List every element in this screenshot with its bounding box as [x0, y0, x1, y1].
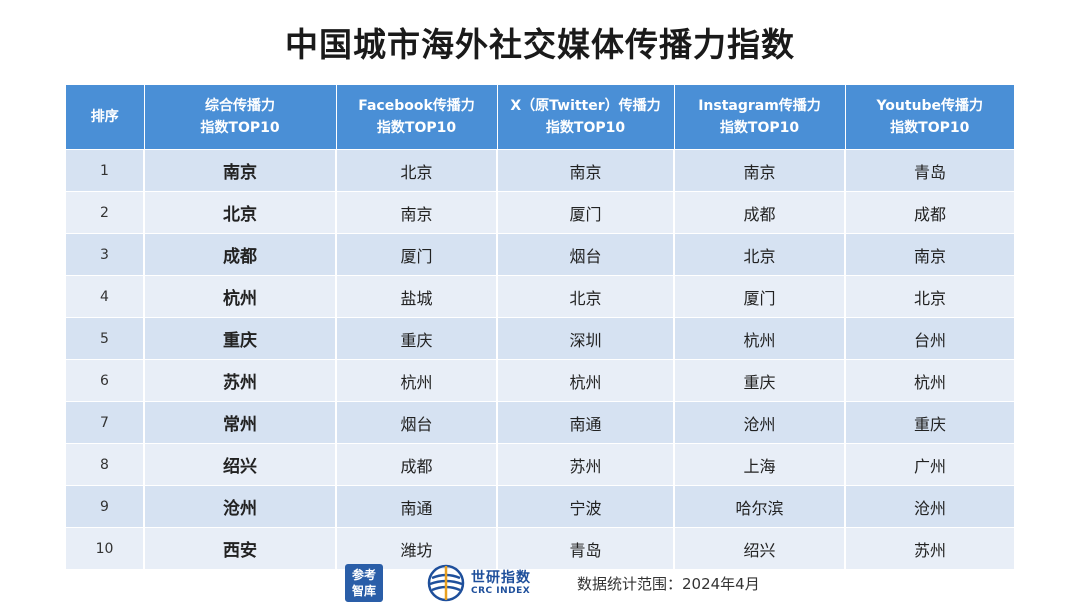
table-row: 9 沧州 南通 宁波 哈尔滨 沧州 [66, 485, 1014, 528]
instagram-cell: 哈尔滨 [673, 485, 845, 528]
overall-cell: 成都 [143, 233, 336, 276]
x-twitter-cell: 青岛 [496, 527, 674, 569]
instagram-cell: 上海 [673, 443, 845, 486]
table-row: 4 杭州 盐城 北京 厦门 北京 [66, 275, 1014, 318]
x-twitter-cell: 宁波 [496, 485, 674, 528]
footer: 参考 智库 世研指数 CRC INDEX 数据统计范围：2024年4月 [0, 560, 1080, 604]
table-row: 7 常州 烟台 南通 沧州 重庆 [66, 401, 1014, 444]
x-twitter-cell: 南京 [496, 149, 674, 192]
table-row: 3 成都 厦门 烟台 北京 南京 [66, 233, 1014, 276]
rank-cell: 6 [66, 359, 144, 402]
header-sublabel: 指数TOP10 [376, 120, 457, 136]
facebook-cell: 烟台 [335, 401, 497, 444]
header-x-twitter: X（原Twitter）传播力 指数TOP10 [496, 85, 674, 150]
header-label: 综合传播力 [205, 98, 275, 114]
rank-cell: 1 [66, 149, 144, 192]
x-twitter-cell: 杭州 [496, 359, 674, 402]
x-twitter-cell: 烟台 [496, 233, 674, 276]
instagram-cell: 沧州 [673, 401, 845, 444]
overall-cell: 北京 [143, 191, 336, 234]
instagram-cell: 重庆 [673, 359, 845, 402]
facebook-cell: 成都 [335, 443, 497, 486]
table-row: 6 苏州 杭州 杭州 重庆 杭州 [66, 359, 1014, 402]
instagram-cell: 绍兴 [673, 527, 845, 569]
table-row: 1 南京 北京 南京 南京 青岛 [66, 149, 1014, 192]
facebook-cell: 厦门 [335, 233, 497, 276]
youtube-cell: 沧州 [844, 485, 1014, 528]
table-row: 5 重庆 重庆 深圳 杭州 台州 [66, 317, 1014, 360]
facebook-cell: 盐城 [335, 275, 497, 318]
cankao-zhiku-logo: 参考 智库 [345, 564, 383, 602]
youtube-cell: 广州 [844, 443, 1014, 486]
facebook-cell: 潍坊 [335, 527, 497, 569]
header-sublabel: 指数TOP10 [890, 120, 970, 136]
facebook-cell: 北京 [335, 149, 497, 192]
overall-cell: 沧州 [143, 485, 336, 528]
youtube-cell: 台州 [844, 317, 1014, 360]
logo-text-en: CRC INDEX [471, 586, 531, 596]
instagram-cell: 杭州 [673, 317, 845, 360]
youtube-cell: 重庆 [844, 401, 1014, 444]
header-facebook: Facebook传播力 指数TOP10 [335, 85, 497, 150]
header-label: X（原Twitter）传播力 [510, 98, 661, 114]
facebook-cell: 杭州 [335, 359, 497, 402]
overall-cell: 常州 [143, 401, 336, 444]
rank-cell: 8 [66, 443, 144, 486]
crc-index-logo: 世研指数 CRC INDEX [427, 564, 537, 602]
instagram-cell: 厦门 [673, 275, 845, 318]
ranking-table: 排序 综合传播力 指数TOP10 Facebook传播力 指数TOP10 X（原… [66, 85, 1014, 569]
rank-cell: 10 [66, 527, 144, 569]
youtube-cell: 青岛 [844, 149, 1014, 192]
x-twitter-cell: 北京 [496, 275, 674, 318]
table-row: 2 北京 南京 厦门 成都 成都 [66, 191, 1014, 234]
header-instagram: Instagram传播力 指数TOP10 [673, 85, 845, 150]
facebook-cell: 南通 [335, 485, 497, 528]
header-label: Facebook传播力 [358, 98, 475, 114]
header-sublabel: 指数TOP10 [545, 120, 626, 136]
data-range-note: 数据统计范围：2024年4月 [577, 575, 760, 593]
facebook-cell: 重庆 [335, 317, 497, 360]
youtube-cell: 北京 [844, 275, 1014, 318]
x-twitter-cell: 深圳 [496, 317, 674, 360]
youtube-cell: 苏州 [844, 527, 1014, 569]
logo-text: 智库 [351, 584, 376, 598]
logo-text-cn: 世研指数 [471, 570, 531, 586]
table-row: 8 绍兴 成都 苏州 上海 广州 [66, 443, 1014, 486]
overall-cell: 南京 [143, 149, 336, 192]
instagram-cell: 南京 [673, 149, 845, 192]
table-header-row: 排序 综合传播力 指数TOP10 Facebook传播力 指数TOP10 X（原… [66, 85, 1014, 150]
youtube-cell: 南京 [844, 233, 1014, 276]
x-twitter-cell: 苏州 [496, 443, 674, 486]
header-label: 排序 [90, 109, 119, 125]
rank-cell: 9 [66, 485, 144, 528]
logo-text: 参考 [351, 568, 376, 582]
overall-cell: 杭州 [143, 275, 336, 318]
overall-cell: 重庆 [143, 317, 336, 360]
page-title: 中国城市海外社交媒体传播力指数 [285, 25, 795, 64]
instagram-cell: 成都 [673, 191, 845, 234]
x-twitter-cell: 厦门 [496, 191, 674, 234]
youtube-cell: 杭州 [844, 359, 1014, 402]
rank-cell: 4 [66, 275, 144, 318]
rank-cell: 3 [66, 233, 144, 276]
globe-icon [427, 564, 465, 602]
header-label: Youtube传播力 [876, 98, 984, 114]
header-rank: 排序 [66, 85, 144, 150]
header-sublabel: 指数TOP10 [719, 120, 800, 136]
header-youtube: Youtube传播力 指数TOP10 [844, 85, 1014, 150]
rank-cell: 5 [66, 317, 144, 360]
rank-cell: 7 [66, 401, 144, 444]
header-overall: 综合传播力 指数TOP10 [143, 85, 336, 150]
facebook-cell: 南京 [335, 191, 497, 234]
overall-cell: 绍兴 [143, 443, 336, 486]
overall-cell: 苏州 [143, 359, 336, 402]
table-row: 10 西安 潍坊 青岛 绍兴 苏州 [66, 527, 1014, 569]
instagram-cell: 北京 [673, 233, 845, 276]
youtube-cell: 成都 [844, 191, 1014, 234]
rank-cell: 2 [66, 191, 144, 234]
x-twitter-cell: 南通 [496, 401, 674, 444]
header-label: Instagram传播力 [698, 98, 821, 114]
overall-cell: 西安 [143, 527, 336, 569]
header-sublabel: 指数TOP10 [200, 120, 280, 136]
